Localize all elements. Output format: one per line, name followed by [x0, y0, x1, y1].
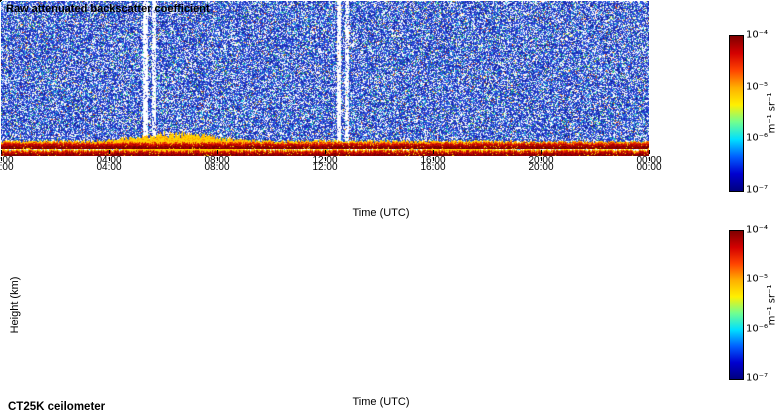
- colorbar-unit-top: m⁻¹ sr⁻¹: [766, 92, 778, 134]
- x-tick-mark: [432, 157, 434, 161]
- x-tick-mark: [0, 150, 2, 154]
- colorbar-tick-label: 10⁻⁷: [746, 372, 769, 384]
- x-tick-label: 04:00: [96, 155, 122, 166]
- x-tick-label: 12:00: [312, 162, 338, 173]
- x-axis-label-bottom: Time (UTC): [352, 396, 410, 408]
- x-tick-mark: [108, 150, 110, 154]
- y-axis-label-bottom: Height (km): [9, 276, 21, 334]
- colorbar-tick-label: 10⁻⁵: [746, 273, 769, 285]
- colorbar-unit-bottom: m⁻¹ sr⁻¹: [766, 284, 778, 326]
- x-tick-label: 00:00: [636, 162, 662, 173]
- x-tick-label: 00:00: [0, 155, 14, 166]
- x-tick-label: 08:00: [204, 155, 230, 166]
- colorbar-tick-label: 10⁻⁴: [746, 29, 769, 41]
- x-axis-label-top: Time (UTC): [352, 207, 410, 219]
- x-tick-label: 12:00: [312, 155, 338, 166]
- x-tick-mark: [648, 157, 650, 161]
- instrument-label: CT25K ceilometer: [8, 401, 106, 413]
- x-tick-label: 20:00: [528, 162, 554, 173]
- x-tick-mark: [216, 150, 218, 154]
- x-tick-mark: [216, 157, 218, 161]
- x-tick-label: 04:00: [96, 162, 122, 173]
- plot-title-bottom: Raw attenuated backscatter coefficient: [6, 3, 210, 15]
- colorbar-tick-label: 10⁻⁵: [746, 81, 769, 93]
- x-tick-mark: [108, 157, 110, 161]
- x-tick-label: 20:00: [528, 155, 554, 166]
- x-tick-mark: [648, 150, 650, 154]
- colorbar-top: [729, 35, 744, 192]
- raw-attenuated-backscatter-plot: Raw attenuated backscatter coefficient 0…: [0, 0, 662, 166]
- colorbar-tick-label: 10⁻⁶: [746, 132, 769, 144]
- x-tick-label: 16:00: [420, 162, 446, 173]
- x-tick-label: 00:00: [636, 155, 662, 166]
- x-tick-mark: [540, 157, 542, 161]
- x-tick-mark: [540, 150, 542, 154]
- x-tick-mark: [324, 150, 326, 154]
- x-tick-mark: [324, 157, 326, 161]
- x-tick-label: 08:00: [204, 162, 230, 173]
- x-tick-label: 16:00: [420, 155, 446, 166]
- colorbar-tick-label: 10⁻⁴: [746, 224, 769, 236]
- colorbar-tick-label: 10⁻⁷: [746, 184, 769, 196]
- x-tick-label: 00:00: [0, 162, 14, 173]
- x-tick-mark: [0, 157, 2, 161]
- colorbar-tick-label: 10⁻⁶: [746, 323, 769, 335]
- colorbar-bottom: [729, 230, 744, 380]
- x-tick-mark: [432, 150, 434, 154]
- raw-attenuated-backscatter-canvas: [1, 1, 649, 149]
